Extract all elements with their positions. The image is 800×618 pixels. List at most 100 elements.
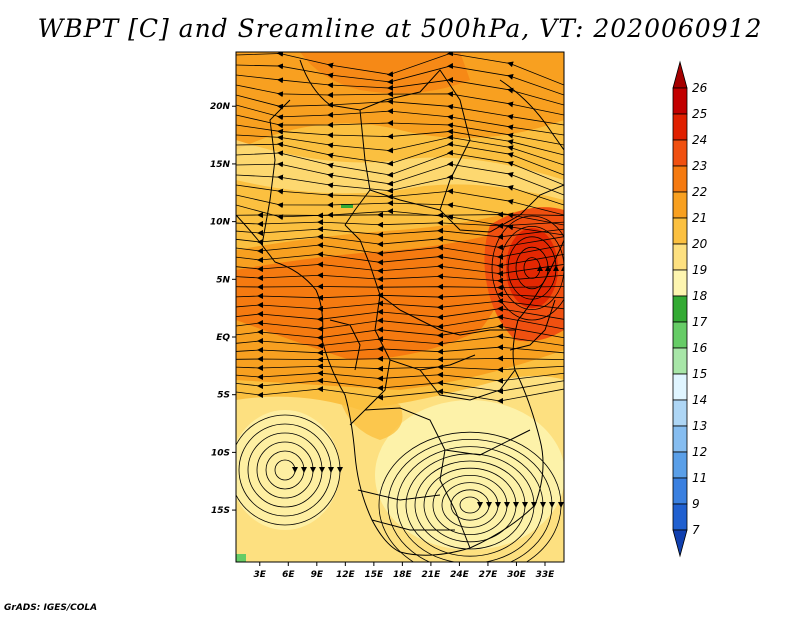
streamline [450,489,492,521]
lat-tick-label: 15S [211,506,230,516]
streamline [236,272,564,284]
lat-tick-label: EQ [216,333,230,343]
lon-tick-label: 27E [479,570,499,580]
streamline [236,74,564,106]
colorbar-bottom-triangle [672,529,688,558]
colorbar-segment [672,269,688,297]
map-frame [235,51,565,563]
streamline [236,204,564,236]
colorbar-segment [672,425,688,453]
colorbar-segment [672,321,688,349]
colorbar-label: 23 [692,159,707,173]
streamline [507,236,559,300]
lat-tick-label: 5N [216,275,230,285]
streamline [236,323,564,341]
chart-title: WBPT [C] and Sreamline at 500hPa, VT: 20… [37,14,763,43]
lat-tick-label: 10N [210,218,231,228]
streamline [274,459,298,481]
streamline [236,283,564,291]
streamline [265,450,307,490]
streamline [236,386,564,404]
colorbar-segment [672,373,688,401]
streamline [378,431,564,562]
lon-tick-label: 12E [336,570,356,580]
streamline [236,355,564,363]
latitude-axis: 20N 15N 10N 5N EQ 5S 10S 15S [210,102,236,516]
grads-credit: GrADS: IGES/COLA [4,603,98,613]
lon-tick-label: 18E [393,570,413,580]
streamline [523,257,543,279]
colorbar-segment [672,451,688,479]
streamline [236,333,564,349]
streamline [405,453,537,557]
colorbar-segment [672,113,688,141]
streamline [236,305,564,323]
lon-tick-label: 30E [507,570,527,580]
streamline [236,291,564,301]
wbpt-shaded-field [236,52,564,562]
lon-tick-label: 3E [254,570,267,580]
colorbar-label: 22 [692,185,707,199]
streamline [423,467,519,543]
streamline [491,215,564,321]
colorbar-segment [672,191,688,219]
colorbar-label: 16 [692,341,708,355]
lon-tick-label: 9E [311,570,324,580]
lon-tick-label: 24E [450,570,470,580]
colorbar-segment [672,139,688,167]
colorbar-label: 12 [692,445,707,459]
streamline [236,314,564,332]
lat-tick-label: 5S [217,391,230,401]
colorbar-label: 21 [692,211,707,225]
streamline [387,439,555,562]
colorbar-label: 13 [692,419,707,433]
streamline [236,363,564,373]
lat-tick-label: 10S [211,448,230,458]
streamline [499,226,564,310]
colorbar-segment [672,165,688,193]
colorbar: 26 25 24 23 22 21 20 19 18 17 16 15 14 13 12 11 9 7 [672,60,708,558]
streamline [236,344,564,356]
colorbar-label: 17 [692,315,708,329]
colorbar-label: 18 [692,289,708,303]
colorbar-top-triangle [672,60,688,89]
colorbar-segment [672,399,688,427]
colorbar-segment [672,243,688,271]
lat-tick-label: 15N [210,160,231,170]
streamline [236,298,564,312]
streamline [515,246,551,290]
colorbar-segment [672,87,688,115]
streamline [414,460,528,550]
lon-tick-label: 33E [536,570,556,580]
streamline [459,496,483,514]
colorbar-segment [672,217,688,245]
streamline [236,414,343,526]
colorbar-label: 24 [692,133,707,147]
colorbar-label: 26 [692,81,708,95]
streamline [441,482,501,528]
colorbar-label: 9 [692,497,700,511]
lon-tick-label: 21E [422,570,442,580]
colorbar-segment [672,295,688,323]
streamlines [236,52,564,562]
colorbar-label: 25 [692,107,707,121]
streamline [256,441,316,499]
colorbar-segment [672,347,688,375]
colorbar-label: 14 [692,393,707,407]
colorbar-segment [672,477,688,505]
colorbar-label: 7 [692,523,700,537]
lon-tick-label: 15E [365,570,385,580]
lat-tick-label: 20N [210,102,231,112]
lon-tick-label: 6E [282,570,295,580]
colorbar-label: 11 [692,471,707,485]
longitude-axis: 3E 6E 9E 12E 15E 18E 21E 24E 27E 30E 33E [254,562,556,580]
colorbar-label: 20 [692,237,708,251]
streamline [396,446,546,562]
colorbar-label: 15 [692,367,707,381]
streamline [432,475,510,535]
colorbar-segment [672,503,688,531]
streamline [247,432,325,508]
streamline [238,423,334,517]
colorbar-label: 19 [692,263,707,277]
